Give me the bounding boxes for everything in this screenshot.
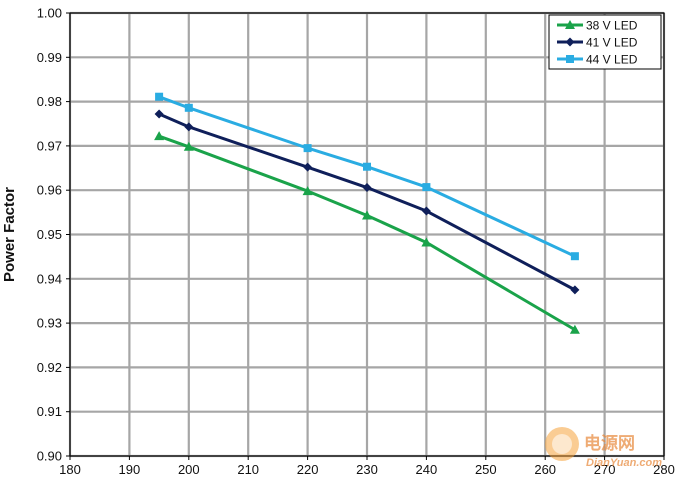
series-layer <box>154 92 580 334</box>
watermark-brand: 电源网 <box>584 433 635 453</box>
legend-label-41-v-led: 41 V LED <box>586 36 638 50</box>
data-point-41-v-led <box>570 285 580 295</box>
x-tick-label: 280 <box>653 462 675 477</box>
x-tick-label: 260 <box>534 462 556 477</box>
series-38-v-led <box>154 131 580 334</box>
legend-marker-41-v-led <box>565 37 575 47</box>
x-tick-label: 200 <box>178 462 200 477</box>
legend-label-44-v-led: 44 V LED <box>586 53 638 67</box>
watermark: 电源网 DianYuan.com <box>545 427 662 469</box>
y-tick-label: 0.90 <box>37 449 62 464</box>
y-axis-ticks: 0.90 0.91 0.92 0.93 0.94 0.95 0.96 0.97 0.98 0.99… <box>37 6 70 464</box>
grid <box>68 11 666 458</box>
data-point-38-v-led <box>569 324 580 334</box>
y-tick-label: 0.95 <box>37 227 62 242</box>
y-tick-label: 0.98 <box>37 94 62 109</box>
legend-label-38-v-led: 38 V LED <box>586 19 638 33</box>
series-44-v-led <box>155 92 579 261</box>
y-tick-label: 0.99 <box>37 50 62 65</box>
data-point-38-v-led <box>183 141 194 151</box>
power-plug-logo-inner <box>552 434 572 454</box>
y-tick-label: 0.94 <box>37 271 62 286</box>
y-tick-label: 0.96 <box>37 183 62 198</box>
data-point-38-v-led <box>421 237 432 247</box>
data-point-41-v-led <box>362 183 372 193</box>
data-point-44-v-led <box>422 183 431 192</box>
data-point-44-v-led <box>155 92 164 101</box>
data-point-44-v-led <box>363 162 371 171</box>
data-point-44-v-led <box>570 252 579 261</box>
series-line-44-v-led <box>158 95 576 258</box>
y-tick-label: 0.91 <box>37 404 62 419</box>
data-point-44-v-led <box>184 103 193 112</box>
legend: 38 V LED 41 V LED 44 V LED <box>548 14 662 70</box>
data-point-41-v-led <box>154 109 164 119</box>
y-axis-title: Power Factor <box>1 187 18 282</box>
data-point-41-v-led <box>421 206 431 216</box>
series-line-41-v-led <box>158 112 576 292</box>
data-point-38-v-led <box>154 131 165 141</box>
y-tick-label: 0.93 <box>37 316 62 331</box>
data-point-38-v-led <box>302 186 313 196</box>
y-tick-label: 1.00 <box>37 6 62 21</box>
data-point-41-v-led <box>303 162 313 172</box>
data-point-38-v-led <box>362 210 372 220</box>
x-tick-label: 250 <box>475 462 497 477</box>
y-tick-label: 0.97 <box>37 138 62 153</box>
x-tick-label: 210 <box>237 462 259 477</box>
data-point-41-v-led <box>184 122 194 132</box>
x-tick-label: 180 <box>59 462 81 477</box>
series-41-v-led <box>154 109 580 295</box>
data-point-44-v-led <box>303 144 312 153</box>
x-tick-label: 220 <box>297 462 319 477</box>
x-tick-label: 240 <box>416 462 438 477</box>
watermark-url: DianYuan.com <box>586 457 662 469</box>
x-tick-label: 270 <box>594 462 616 477</box>
legend-marker-44-v-led <box>566 55 574 63</box>
x-axis-ticks: 180 190 200 210 220 230 240 250 260 270 280 <box>59 456 675 477</box>
x-tick-label: 230 <box>356 462 378 477</box>
x-tick-label: 190 <box>119 462 141 477</box>
legend-marker-38-v-led <box>565 20 575 29</box>
y-tick-label: 0.92 <box>37 360 62 375</box>
series-line-38-v-led <box>158 134 576 332</box>
